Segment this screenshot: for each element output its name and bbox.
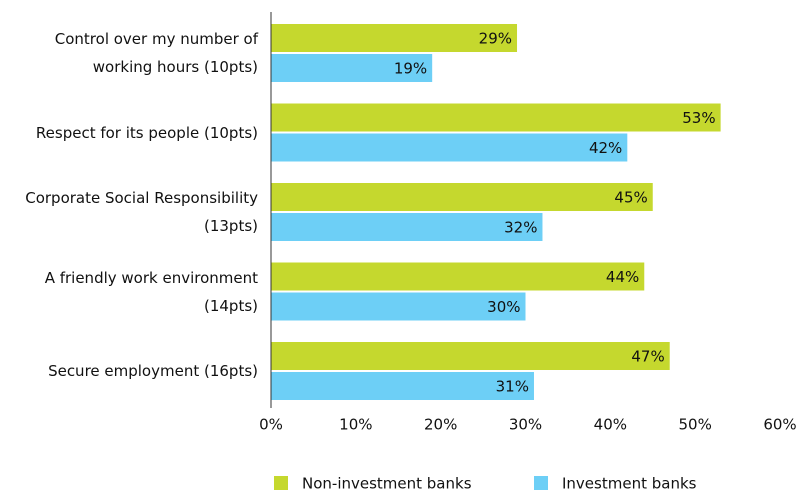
category-label: Corporate Social Responsibility (13pts) xyxy=(25,189,258,235)
bar xyxy=(271,342,670,370)
bar xyxy=(271,133,628,162)
bar xyxy=(271,183,653,211)
bar xyxy=(271,262,645,291)
bar xyxy=(271,54,433,82)
x-tick-label: 60% xyxy=(763,416,796,434)
legend-label: Non-investment banks xyxy=(302,475,472,493)
value-label: 29% xyxy=(479,30,512,48)
category-label: Control over my number of working hours … xyxy=(54,30,258,76)
bar xyxy=(271,103,721,132)
legend-swatch xyxy=(274,476,288,490)
bar xyxy=(271,292,526,321)
value-label: 30% xyxy=(487,298,520,316)
x-tick-label: 0% xyxy=(259,416,283,434)
category-label: Secure employment (16pts) xyxy=(48,362,258,380)
x-tick-label: 10% xyxy=(339,416,372,434)
legend-swatch xyxy=(534,476,548,490)
value-label: 44% xyxy=(606,268,639,286)
value-label: 31% xyxy=(496,378,529,396)
value-label: 42% xyxy=(589,139,622,157)
legend-label: Investment banks xyxy=(562,475,697,493)
x-tick-label: 30% xyxy=(509,416,542,434)
value-label: 45% xyxy=(614,189,647,207)
value-label: 53% xyxy=(682,109,715,127)
category-label: Respect for its people (10pts) xyxy=(35,123,258,142)
x-tick-label: 20% xyxy=(424,416,457,434)
category-label: A friendly work environment (14pts) xyxy=(44,268,258,315)
value-label: 32% xyxy=(504,219,537,237)
bar xyxy=(271,372,534,400)
value-label: 47% xyxy=(631,348,664,366)
value-label: 19% xyxy=(394,60,427,78)
bar xyxy=(271,213,543,241)
x-tick-label: 40% xyxy=(594,416,627,434)
x-tick-label: 50% xyxy=(678,416,711,434)
bar xyxy=(271,24,518,52)
